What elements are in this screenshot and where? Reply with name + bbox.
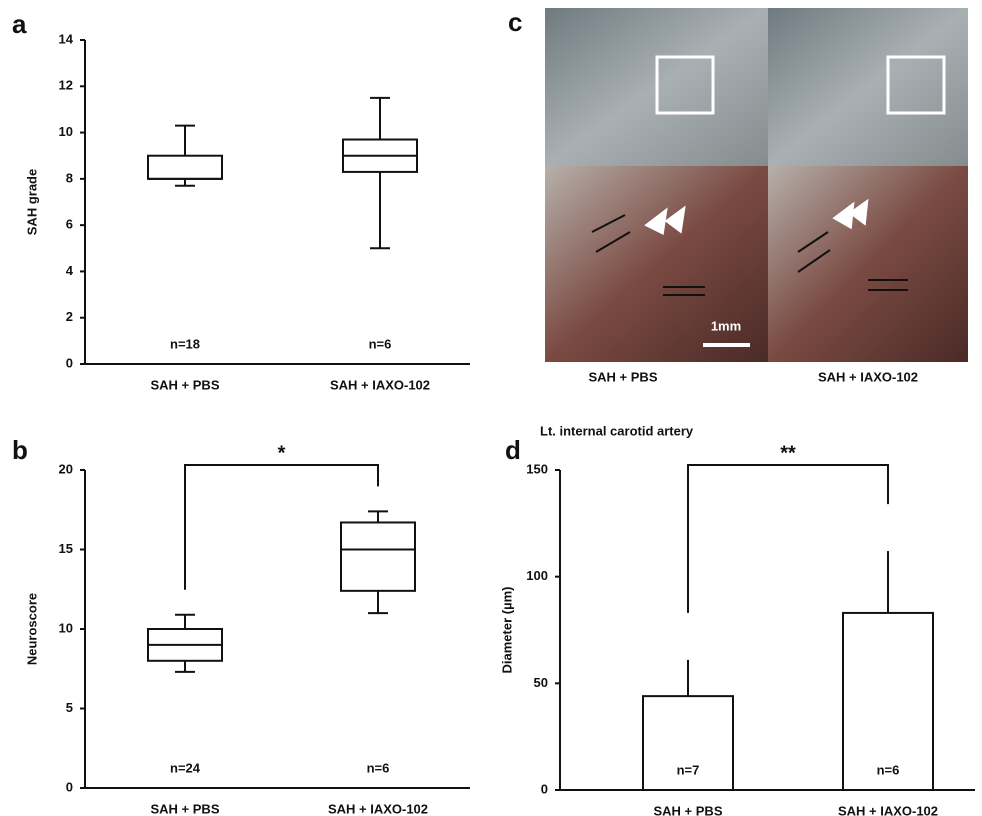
- y-axis-title: Neuroscore: [24, 593, 39, 665]
- y-tick-label: 2: [66, 309, 73, 324]
- x-tick-label: SAH + PBS: [654, 803, 723, 816]
- photo: [768, 166, 968, 362]
- figure: 1mm c SAH + PBS SAH + IAXO-102 a SAH grad…: [0, 0, 982, 816]
- x-tick-label: SAH + IAXO-102: [328, 801, 428, 816]
- x-tick-label: SAH + PBS: [151, 801, 220, 816]
- y-tick-label: 0: [66, 779, 73, 794]
- photo-panel: 1mm c SAH + PBS SAH + IAXO-102: [508, 7, 968, 385]
- box: [148, 156, 222, 179]
- photo: [768, 8, 968, 166]
- y-tick-label: 100: [526, 568, 548, 583]
- significance: **: [780, 442, 796, 464]
- panel-label: a: [12, 9, 27, 39]
- box: [341, 522, 415, 590]
- n-label: n=6: [877, 762, 900, 777]
- y-tick-label: 5: [66, 700, 73, 715]
- y-tick-label: 6: [66, 217, 73, 232]
- y-tick-label: 15: [59, 541, 73, 556]
- n-label: n=7: [677, 762, 700, 777]
- y-tick-label: 8: [66, 170, 73, 185]
- y-tick-label: 0: [66, 355, 73, 370]
- y-tick-label: 12: [59, 78, 73, 93]
- significance-bracket: [688, 465, 888, 613]
- panel-label: d: [505, 435, 521, 465]
- n-label: n=6: [367, 760, 390, 775]
- panel-label: b: [12, 435, 28, 465]
- photo-label: SAH + IAXO-102: [818, 369, 918, 384]
- y-axis-title: SAH grade: [24, 169, 39, 235]
- y-tick-label: 4: [66, 263, 74, 278]
- y-tick-label: 10: [59, 620, 73, 635]
- y-tick-label: 14: [59, 31, 74, 46]
- x-tick-label: SAH + IAXO-102: [838, 803, 938, 816]
- n-label: n=6: [369, 336, 392, 351]
- y-tick-label: 150: [526, 461, 548, 476]
- y-tick-label: 10: [59, 124, 73, 139]
- photo-label: SAH + PBS: [589, 369, 658, 384]
- panel-label: c: [508, 7, 522, 37]
- chart-title: Lt. internal carotid artery: [540, 423, 694, 438]
- significance: *: [278, 442, 286, 464]
- y-tick-label: 50: [534, 675, 548, 690]
- n-label: n=18: [170, 336, 200, 351]
- y-tick-label: 0: [541, 781, 548, 796]
- x-tick-label: SAH + IAXO-102: [330, 377, 430, 392]
- n-label: n=24: [170, 760, 201, 775]
- y-axis-title: Diameter (µm): [499, 587, 514, 674]
- y-tick-label: 20: [59, 461, 73, 476]
- scale-bar-label: 1mm: [711, 318, 741, 333]
- x-tick-label: SAH + PBS: [151, 377, 220, 392]
